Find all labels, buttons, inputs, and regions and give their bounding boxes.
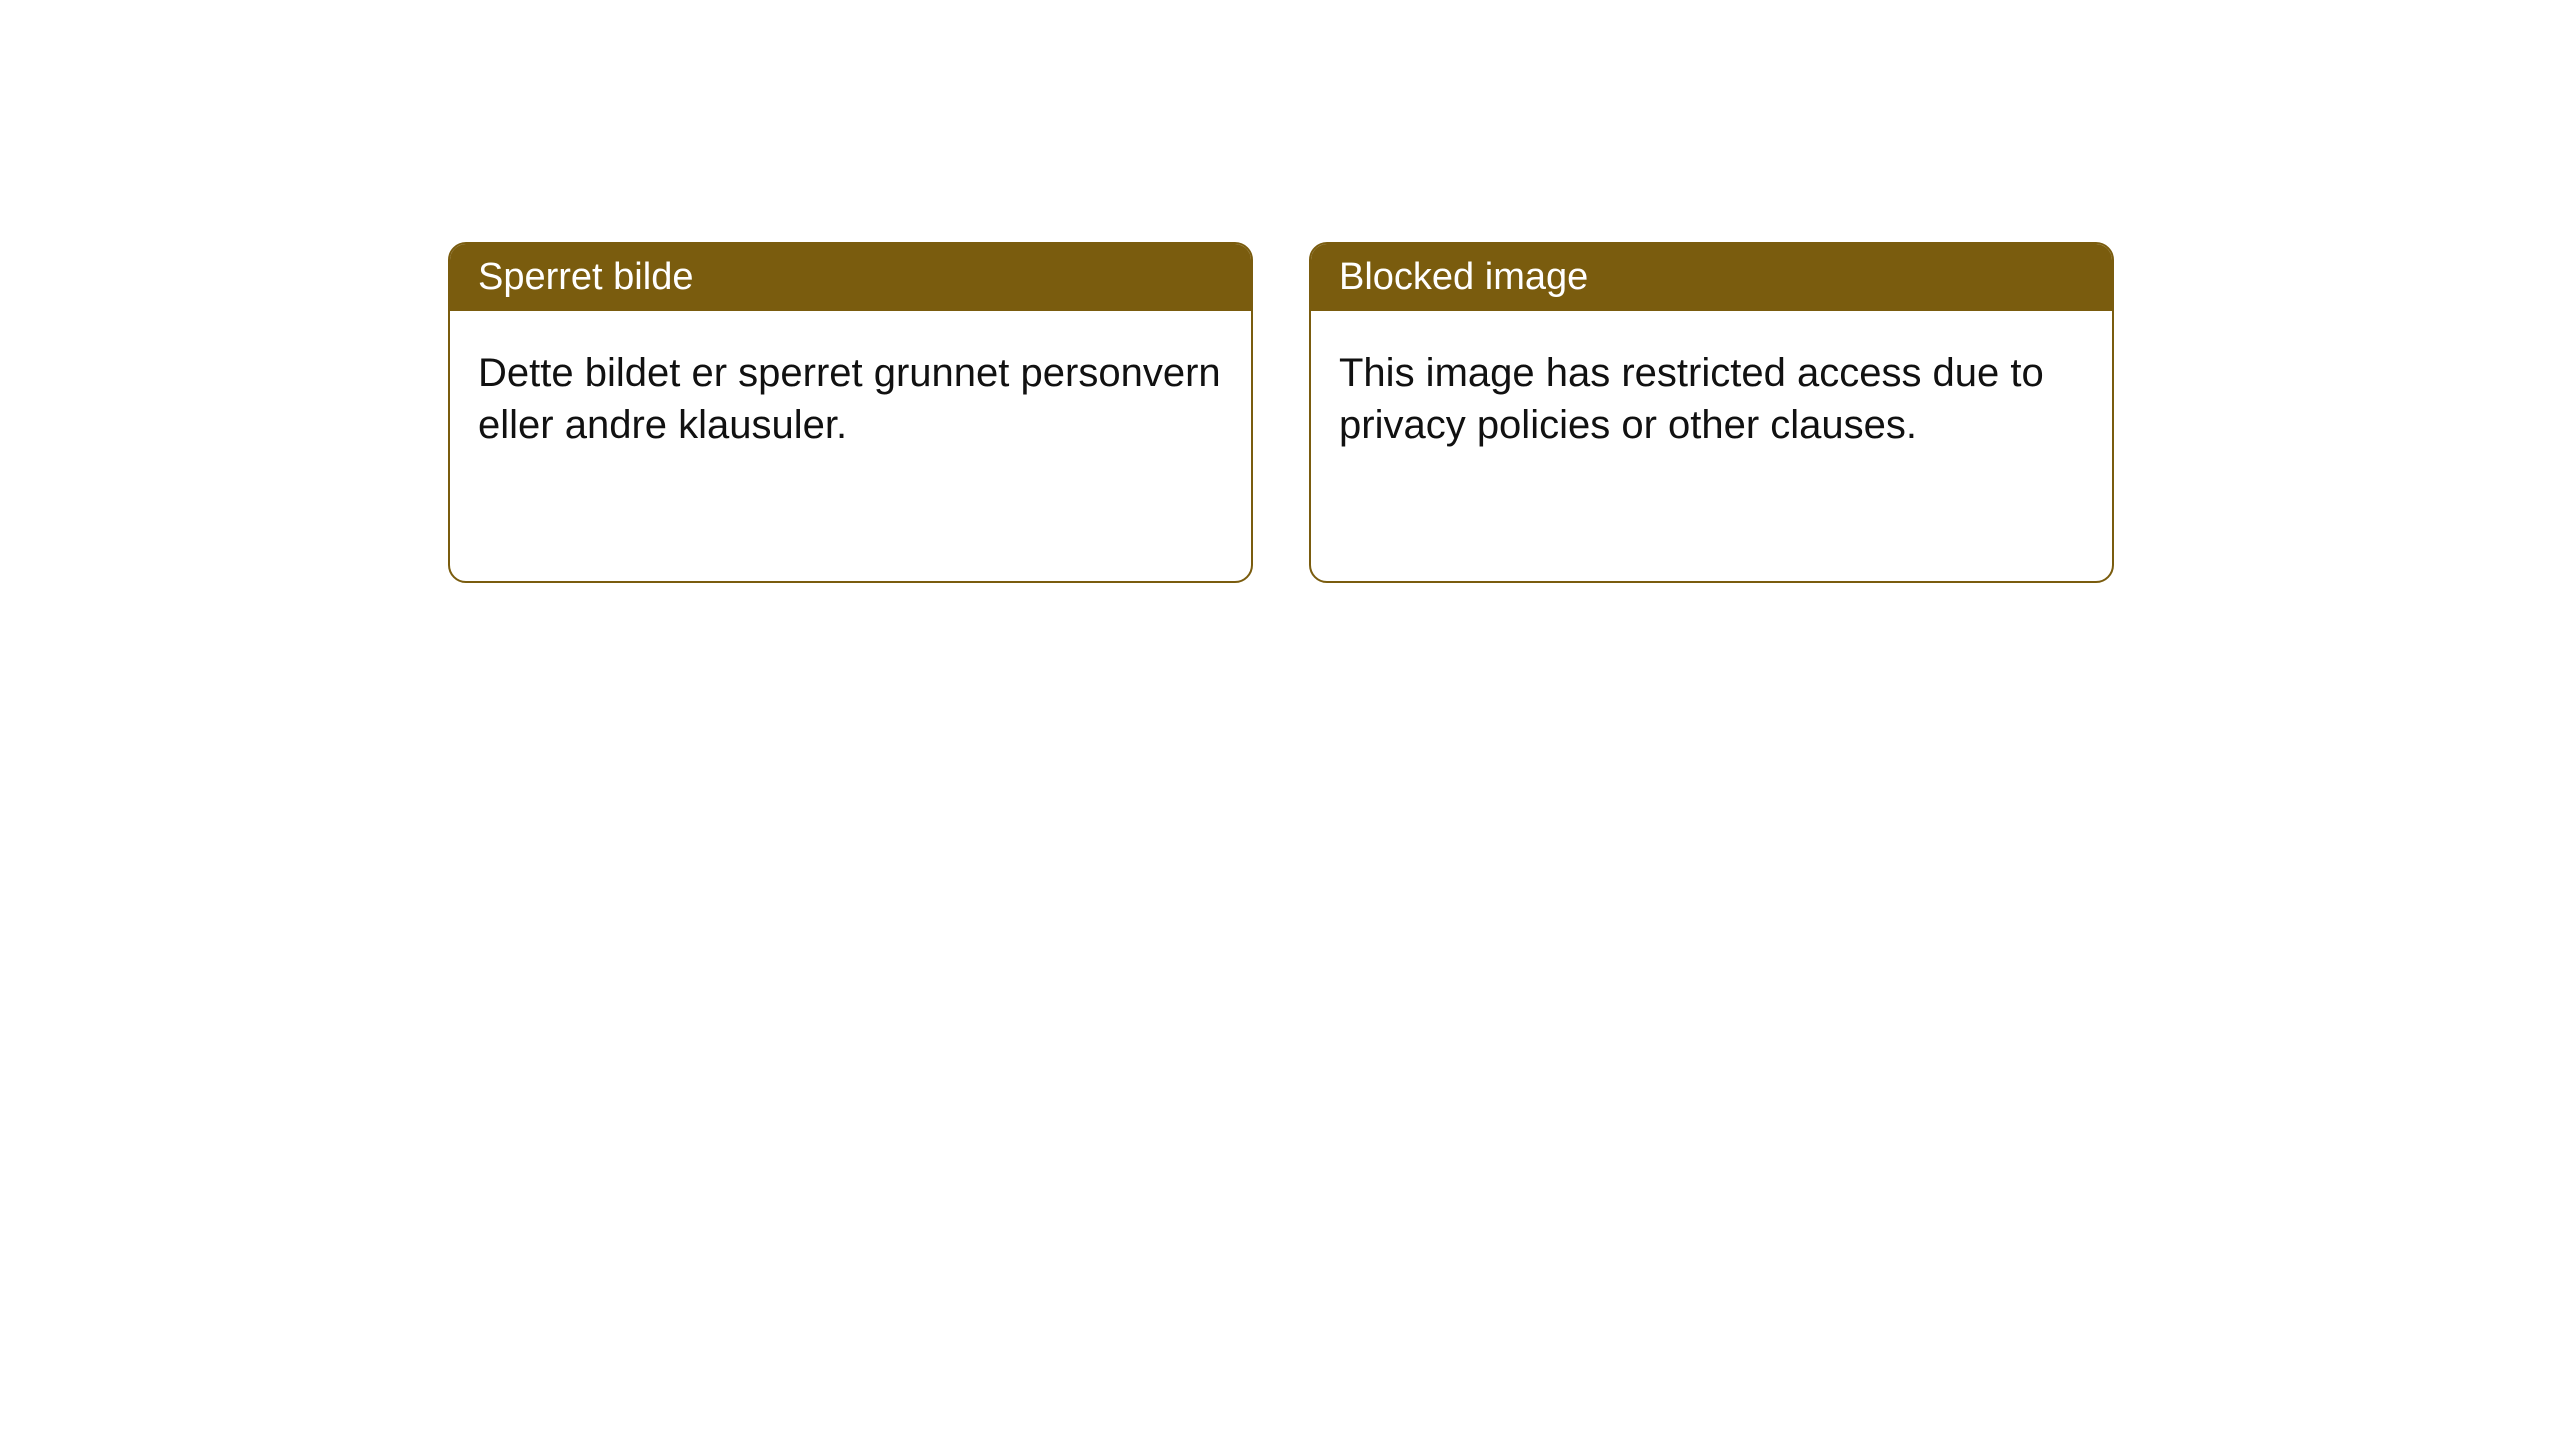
card-header: Sperret bilde (450, 244, 1251, 311)
card-title: Sperret bilde (478, 256, 693, 298)
blocked-image-card-no: Sperret bilde Dette bildet er sperret gr… (448, 242, 1253, 583)
blocked-image-card-en: Blocked image This image has restricted … (1309, 242, 2114, 583)
card-header: Blocked image (1311, 244, 2112, 311)
card-body-text: Dette bildet er sperret grunnet personve… (478, 347, 1223, 451)
card-body: This image has restricted access due to … (1311, 311, 2112, 581)
card-title: Blocked image (1339, 256, 1588, 298)
card-body: Dette bildet er sperret grunnet personve… (450, 311, 1251, 581)
notice-cards-container: Sperret bilde Dette bildet er sperret gr… (448, 242, 2114, 583)
card-body-text: This image has restricted access due to … (1339, 347, 2084, 451)
